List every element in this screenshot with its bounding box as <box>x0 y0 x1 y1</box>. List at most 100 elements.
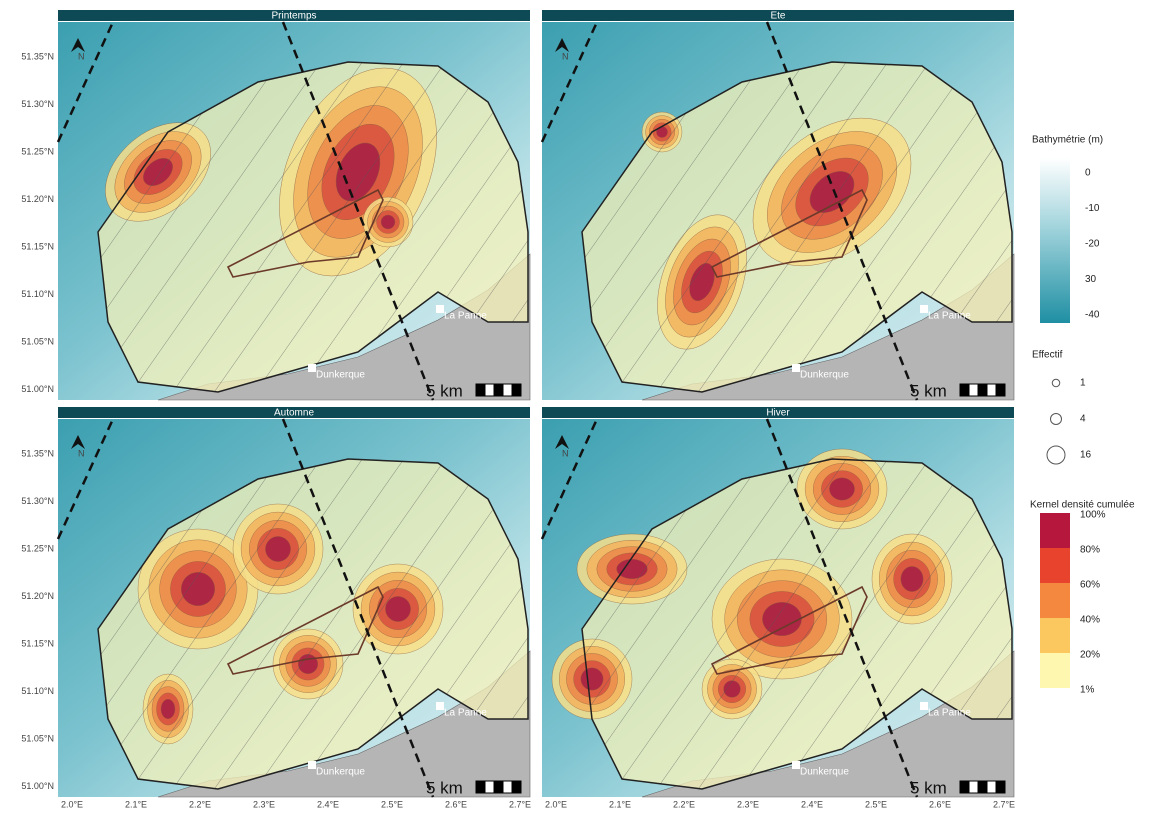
longitude-label: 2.2°E <box>673 799 695 809</box>
legend-label: 16 <box>1080 450 1092 461</box>
north-arrow: N <box>562 51 569 61</box>
place-marker <box>308 761 316 769</box>
latitude-label: 51.25°N <box>21 543 54 553</box>
latitude-label: 51.35°N <box>21 51 54 61</box>
longitude-label: 2.0°E <box>61 799 83 809</box>
scale-bar <box>960 384 969 396</box>
map: N La Panne Dunkerque 5 km <box>542 419 1014 797</box>
legend-title: Bathymétrie (m) <box>1032 135 1103 146</box>
kernel-swatch <box>1040 583 1070 618</box>
latitude-label: 51.05°N <box>21 733 54 743</box>
map: N La Panne Dunkerque 5 km <box>58 419 530 797</box>
scale-bar <box>512 384 521 396</box>
map-panel: Automne N La Panne Dunkerque 5 km <box>58 407 530 797</box>
place-label: Dunkerque <box>800 767 849 778</box>
panel-title: Ete <box>770 11 785 22</box>
legend: Bathymétrie (m)0-10-2030-40Effectif1416K… <box>1030 135 1135 696</box>
kernel-swatch <box>1040 513 1070 548</box>
scale-bar <box>960 781 969 793</box>
scale-bar <box>978 781 987 793</box>
scale-bar <box>485 384 494 396</box>
place-label: La Panne <box>444 708 487 719</box>
latitude-label: 51.10°N <box>21 289 54 299</box>
longitude-label: 2.1°E <box>125 799 147 809</box>
legend-label: -20 <box>1085 239 1100 250</box>
north-arrow: N <box>562 448 569 458</box>
latitude-label: 51.30°N <box>21 99 54 109</box>
longitude-label: 2.5°E <box>381 799 403 809</box>
legend-label: 30 <box>1085 274 1097 285</box>
scale-bar <box>503 781 512 793</box>
map-panel: Hiver N La Panne Dunkerque 5 km <box>542 407 1014 797</box>
scale-bar <box>987 384 996 396</box>
legend-label: -10 <box>1085 203 1100 214</box>
latitude-label: 51.10°N <box>21 686 54 696</box>
legend-label: 100% <box>1080 510 1106 521</box>
legend-label: 60% <box>1080 580 1100 591</box>
scale-bar <box>476 781 485 793</box>
latitude-label: 51.00°N <box>21 384 54 394</box>
place-marker <box>436 305 444 313</box>
legend-label: 4 <box>1080 414 1086 425</box>
panel-title: Automne <box>274 408 314 419</box>
scale-bar <box>996 781 1005 793</box>
scale-label: 5 km <box>910 381 947 400</box>
north-arrow: N <box>78 448 85 458</box>
place-label: La Panne <box>928 708 971 719</box>
legend-label: 0 <box>1085 168 1091 179</box>
legend-label: 1% <box>1080 685 1095 696</box>
place-label: Dunkerque <box>316 767 365 778</box>
latitude-label: 51.15°N <box>21 638 54 648</box>
longitude-label: 2.3°E <box>737 799 759 809</box>
latitude-label: 51.35°N <box>21 448 54 458</box>
legend-title: Effectif <box>1032 350 1063 361</box>
longitude-label: 2.6°E <box>929 799 951 809</box>
legend-label: 40% <box>1080 615 1100 626</box>
scale-label: 5 km <box>910 778 947 797</box>
longitude-label: 2.7°E <box>509 799 531 809</box>
panel-title: Hiver <box>766 408 790 419</box>
longitude-label: 2.4°E <box>801 799 823 809</box>
longitude-label: 2.5°E <box>865 799 887 809</box>
panel-title: Printemps <box>271 11 316 22</box>
latitude-label: 51.20°N <box>21 194 54 204</box>
scale-bar <box>503 384 512 396</box>
map: N La Panne Dunkerque 5 km <box>58 22 530 400</box>
legend-label: 1 <box>1080 378 1086 389</box>
latitude-label: 51.15°N <box>21 241 54 251</box>
map: NLa PanneDunkerque5 km <box>542 22 1014 400</box>
bathymetry-colorbar <box>1040 158 1070 323</box>
longitude-label: 2.6°E <box>445 799 467 809</box>
scale-bar <box>512 781 521 793</box>
map-panel: Printemps N La Panne Dunkerque 5 km <box>58 10 530 400</box>
kernel-swatch <box>1040 548 1070 583</box>
latitude-label: 51.05°N <box>21 336 54 346</box>
north-arrow: N <box>78 51 85 61</box>
legend-label: -40 <box>1085 310 1100 321</box>
scale-bar <box>485 781 494 793</box>
place-marker <box>920 702 928 710</box>
size-key <box>1052 379 1060 387</box>
legend-label: 80% <box>1080 545 1100 556</box>
scale-bar <box>996 384 1005 396</box>
scale-bar <box>494 384 503 396</box>
place-label: La Panne <box>444 311 487 322</box>
legend-label: 20% <box>1080 650 1100 661</box>
scale-bar <box>978 384 987 396</box>
longitude-label: 2.3°E <box>253 799 275 809</box>
place-marker <box>436 702 444 710</box>
latitude-label: 51.25°N <box>21 146 54 156</box>
place-marker <box>308 364 316 372</box>
kernel-swatch <box>1040 618 1070 653</box>
size-key <box>1051 414 1062 425</box>
place-label: Dunkerque <box>316 370 365 381</box>
longitude-label: 2.4°E <box>317 799 339 809</box>
place-marker <box>792 364 800 372</box>
scale-label: 5 km <box>426 381 463 400</box>
scale-bar <box>987 781 996 793</box>
latitude-label: 51.00°N <box>21 781 54 791</box>
figure: PrintempsNLa PanneDunkerque5 kmEteNLa Pa… <box>0 0 1173 812</box>
latitude-label: 51.30°N <box>21 496 54 506</box>
scale-label: 5 km <box>426 778 463 797</box>
